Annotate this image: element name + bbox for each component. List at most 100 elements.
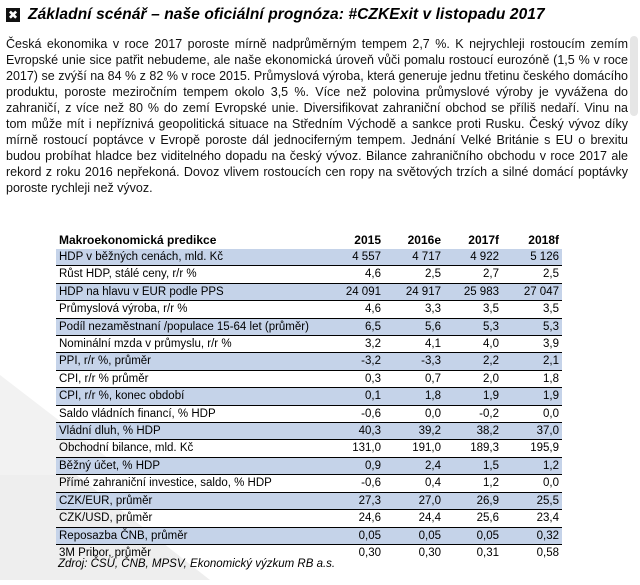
row-value: 39,2 [418, 425, 441, 438]
table-row: Průmyslová výroba, r/r % 4,6 3,3 3,5 3,5 [56, 301, 562, 319]
row-label: Saldo vládních financí, % HDP [59, 407, 216, 420]
row-label: 3M Pribor, průměr [59, 546, 152, 559]
section-heading: ✖ Základní scénář – naše oficiální progn… [6, 4, 545, 26]
row-value: 2,2 [483, 355, 499, 368]
row-value: 3,9 [543, 338, 559, 351]
row-value: 1,5 [483, 459, 499, 472]
table-row: Přímé zahraniční investice, saldo, % HDP… [56, 475, 562, 493]
row-value: 37,0 [536, 425, 559, 438]
scrollbar[interactable] [628, 36, 640, 116]
row-value: 2,7 [483, 268, 499, 281]
row-value: 3,3 [425, 303, 441, 316]
row-value: 0,05 [418, 529, 441, 542]
row-value: -0,6 [361, 477, 381, 490]
row-value: 3,5 [543, 303, 559, 316]
row-value: 23,4 [536, 512, 559, 525]
row-value: 4 922 [470, 251, 499, 263]
row-value: 0,31 [476, 546, 499, 559]
row-value: -3,2 [361, 355, 381, 368]
row-value: 1,9 [483, 390, 499, 403]
row-value: 24,6 [358, 512, 381, 525]
source-note: Zdroj: ČSÚ, ČNB, MPSV, Ekonomický výzkum… [58, 558, 336, 570]
row-value: 0,4 [425, 477, 441, 490]
row-value: 4,0 [483, 338, 499, 351]
row-value: 2,5 [543, 268, 559, 281]
row-value: 0,3 [365, 372, 381, 385]
row-value: 5,3 [543, 320, 559, 333]
row-value: 0,05 [476, 529, 499, 542]
body-paragraph: Česká ekonomika v roce 2017 poroste mírn… [6, 37, 628, 195]
row-value: 0,0 [543, 477, 559, 490]
row-label: Obchodní bilance, mld. Kč [59, 442, 194, 455]
row-value: 1,2 [483, 477, 499, 490]
scrollbar-thumb[interactable] [630, 36, 638, 116]
forecast-table-container: Makroekonomická predikce 2015 2016e 2017… [56, 231, 562, 561]
row-value: 0,30 [358, 546, 381, 559]
row-label: Růst HDP, stálé ceny, r/r % [59, 268, 197, 281]
table-row: Podíl nezaměstnaní /populace 15-64 let (… [56, 318, 562, 336]
section-title: Základní scénář – naše oficiální prognóz… [28, 6, 545, 23]
row-label: Reposazba ČNB, průměr [59, 529, 188, 542]
row-value: 2,0 [483, 372, 499, 385]
row-value: 1,2 [543, 459, 559, 472]
row-value: 1,8 [425, 390, 441, 403]
row-value: 0,0 [543, 407, 559, 420]
row-value: 24 917 [405, 285, 441, 298]
table-row: HDP v běžných cenách, mld. Kč 4 557 4 717 4… [56, 249, 562, 266]
row-value: 0,30 [418, 546, 441, 559]
row-value: 25 983 [463, 285, 499, 298]
row-label: CZK/EUR, průměr [59, 494, 153, 507]
row-value: 191,0 [412, 442, 441, 455]
table-row: 3M Pribor, průměr 0,30 0,30 0,31 0,58 [56, 544, 562, 561]
row-value: -0,2 [479, 407, 499, 420]
row-label: HDP v běžných cenách, mld. Kč [59, 251, 224, 263]
row-value: 0,32 [536, 529, 559, 542]
row-label: CPI, r/r % průměr [59, 372, 149, 385]
row-value: 0,9 [365, 459, 381, 472]
row-label: Nominální mzda v průmyslu, r/r % [59, 338, 232, 351]
table-row: Vládní dluh, % HDP 40,3 39,2 38,2 37,0 [56, 422, 562, 440]
row-value: 0,1 [365, 390, 381, 403]
row-value: 189,3 [470, 442, 499, 455]
watermark-logo [0, 375, 210, 580]
row-value: 5,3 [483, 320, 499, 333]
table-row: PPI, r/r %, průměr -3,2 -3,3 2,2 2,1 [56, 352, 562, 371]
row-label: Podíl nezaměstnaní /populace 15-64 let (… [59, 320, 309, 333]
row-value: 27,3 [358, 494, 381, 507]
row-value: 2,5 [425, 268, 441, 281]
row-value: 3,5 [483, 303, 499, 316]
row-label: PPI, r/r %, průměr [59, 355, 152, 368]
cross-box-icon: ✖ [6, 8, 20, 22]
row-value: 24,4 [418, 512, 441, 525]
forecast-table: Makroekonomická predikce 2015 2016e 2017… [56, 231, 562, 561]
row-value: 2,4 [425, 459, 441, 472]
row-label: HDP na hlavu v EUR podle PPS [59, 285, 224, 298]
row-value: 5,6 [425, 320, 441, 333]
row-label: CPI, r/r %, konec období [59, 390, 185, 403]
table-row: Růst HDP, stálé ceny, r/r % 4,6 2,5 2,7 2,5 [56, 266, 562, 284]
header-year: 2016e [407, 233, 441, 247]
row-value: 40,3 [358, 425, 381, 438]
table-row: CPI, r/r %, konec období 0,1 1,8 1,9 1,9 [56, 387, 562, 406]
table-row: Saldo vládních financí, % HDP -0,6 0,0 -0,2… [56, 405, 562, 423]
row-value: 3,2 [365, 338, 381, 351]
table-header-row: Makroekonomická predikce 2015 2016e 2017… [56, 231, 562, 249]
row-value: 1,8 [543, 372, 559, 385]
row-value: 4,1 [425, 338, 441, 351]
row-value: 24 091 [345, 285, 381, 298]
row-label: CZK/USD, průměr [59, 512, 153, 525]
table-row: Reposazba ČNB, průměr 0,05 0,05 0,05 0,32 [56, 527, 562, 545]
row-value: -3,3 [421, 355, 441, 368]
row-label: Běžný účet, % HDP [59, 459, 160, 472]
row-value: 0,0 [425, 407, 441, 420]
row-value: 0,05 [358, 529, 381, 542]
table-row: Nominální mzda v průmyslu, r/r % 3,2 4,1 4,… [56, 336, 562, 353]
table-row: CZK/USD, průměr 24,6 24,4 25,6 23,4 [56, 510, 562, 527]
row-label: Vládní dluh, % HDP [59, 425, 161, 438]
row-value: 4,6 [365, 268, 381, 281]
table-row: Obchodní bilance, mld. Kč 131,0 191,0 189,3… [56, 440, 562, 458]
header-year: 2018f [528, 233, 559, 247]
row-label: Průmyslová výroba, r/r % [59, 303, 188, 316]
table-row: CZK/EUR, průměr 27,3 27,0 26,9 25,5 [56, 492, 562, 510]
table-row: Běžný účet, % HDP 0,9 2,4 1,5 1,2 [56, 457, 562, 475]
